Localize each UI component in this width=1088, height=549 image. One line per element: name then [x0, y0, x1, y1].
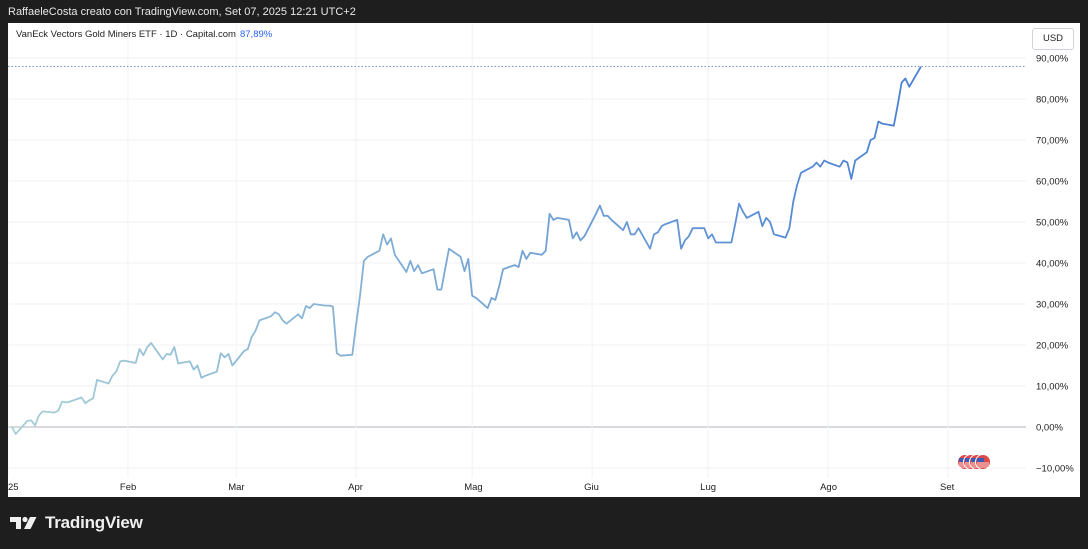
- x-tick-label: Mag: [464, 482, 482, 493]
- y-tick-label: 70,00%: [1036, 136, 1069, 147]
- y-tick-label: 30,00%: [1036, 300, 1069, 311]
- y-tick-label: 10,00%: [1036, 382, 1069, 393]
- x-tick-label: Apr: [348, 482, 363, 493]
- x-tick-label: Lug: [700, 482, 716, 493]
- chart-attribution: RaffaeleCosta creato con TradingView.com…: [8, 6, 356, 18]
- price-chart[interactable]: 90,00% 80,00% 70,00% 60,00% 50,00% 40,00% 30,0…: [8, 23, 1080, 497]
- y-tick-label: 0,00%: [1036, 423, 1063, 434]
- series-layer: [11, 66, 922, 435]
- chart-panel[interactable]: 90,00% 80,00% 70,00% 60,00% 50,00% 40,00% 30,0…: [8, 23, 1080, 497]
- x-tick-label: Set: [940, 482, 955, 493]
- tradingview-logo-icon: [10, 516, 37, 529]
- y-tick-label: 60,00%: [1036, 177, 1069, 188]
- x-tick-label: Feb: [120, 482, 136, 493]
- y-tick-label: 50,00%: [1036, 218, 1069, 229]
- y-axis: 90,00% 80,00% 70,00% 60,00% 50,00% 40,00% 30,0…: [1036, 54, 1074, 475]
- y-tick-label: −10,00%: [1036, 464, 1074, 475]
- x-tick-label: Giu: [584, 482, 599, 493]
- x-tick-label: Ago: [820, 482, 837, 493]
- y-tick-label: 90,00%: [1036, 54, 1069, 65]
- grid-lines: [8, 23, 1026, 478]
- last-value: 87,89%: [239, 29, 273, 40]
- x-axis: 25 Feb Mar Apr Mag Giu Lug Ago Set: [8, 482, 955, 493]
- y-tick-label: 40,00%: [1036, 259, 1069, 270]
- event-badges: [957, 454, 991, 470]
- y-tick-label: 80,00%: [1036, 95, 1069, 106]
- symbol-legend[interactable]: VanEck Vectors Gold Miners ETF · 1D · Ca…: [16, 29, 272, 40]
- y-tick-label: 20,00%: [1036, 341, 1069, 352]
- tradingview-brand[interactable]: TradingView: [10, 512, 143, 534]
- x-tick-label: Mar: [228, 482, 244, 493]
- symbol-title: VanEck Vectors Gold Miners ETF · 1D · Ca…: [16, 29, 236, 40]
- x-tick-label: 25: [8, 482, 19, 493]
- series-line[interactable]: [11, 66, 922, 435]
- currency-button[interactable]: USD: [1032, 28, 1074, 50]
- brand-name: TradingView: [45, 513, 143, 532]
- us-flag-icon[interactable]: [975, 454, 991, 470]
